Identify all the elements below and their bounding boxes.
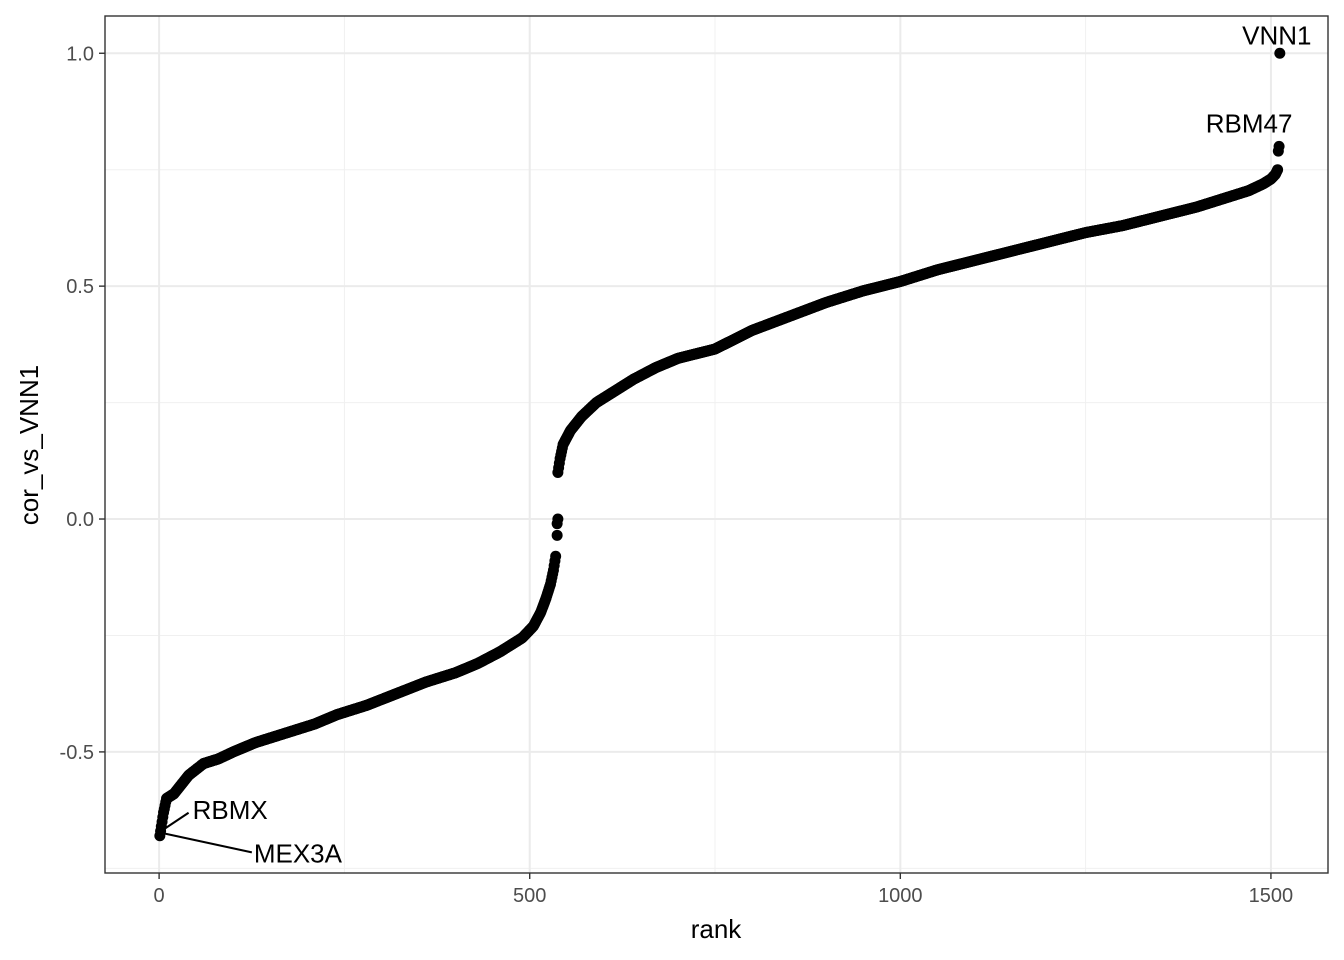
annotation-leader-line: [163, 832, 253, 854]
data-point: [1274, 47, 1286, 59]
data-point: [552, 513, 564, 525]
y-tick-label: 0.0: [66, 509, 94, 531]
data-point: [551, 529, 563, 541]
x-axis: 0 500 1000 1500: [154, 873, 1294, 907]
y-tick-label: -0.5: [60, 742, 94, 764]
point-annotations: VNN1 RBM47 RBMX MEX3A: [163, 20, 1312, 868]
point-label: VNN1: [1242, 20, 1311, 50]
point-label: MEX3A: [254, 838, 343, 868]
y-tick-label: 1.0: [66, 43, 94, 65]
x-tick-label: 500: [513, 885, 546, 907]
point-label: RBMX: [193, 795, 268, 825]
grid-minor: [105, 16, 1328, 873]
x-tick-label: 0: [154, 885, 165, 907]
y-axis: -0.5 0.0 0.5 1.0: [60, 43, 105, 764]
x-axis-title: rank: [691, 914, 743, 944]
plot-panel-background: [105, 16, 1328, 873]
data-point: [1272, 164, 1284, 176]
data-point: [550, 550, 562, 562]
data-point: [1273, 140, 1285, 152]
data-points: [154, 47, 1286, 842]
grid-major: [105, 16, 1328, 873]
x-tick-label: 1000: [878, 885, 923, 907]
x-tick-label: 1500: [1249, 885, 1294, 907]
plot-panel-border: [104, 15, 1329, 874]
point-label: RBM47: [1206, 108, 1293, 138]
annotation-leader-line: [164, 811, 190, 830]
y-tick-label: 0.5: [66, 276, 94, 298]
y-axis-title: cor_vs_VNN1: [14, 365, 44, 525]
